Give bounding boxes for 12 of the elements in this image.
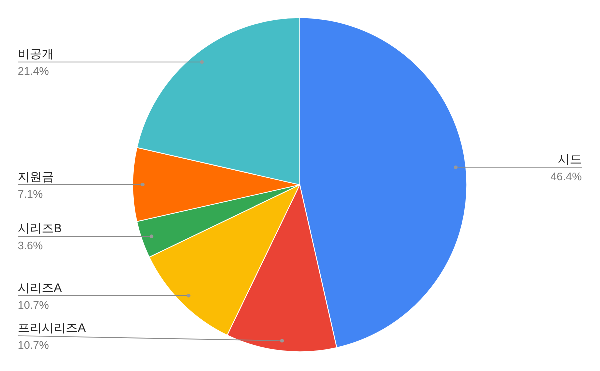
slice-label: 시리즈B xyxy=(18,222,62,236)
data-label: 3.6% xyxy=(18,240,44,253)
data-label: 10.7% xyxy=(18,340,50,352)
slice-label: 비공개 xyxy=(18,47,54,62)
slice-label: 시리즈A xyxy=(18,280,62,295)
data-label: 7.1% xyxy=(18,188,44,201)
slice-label: 프리시리즈A xyxy=(18,321,86,335)
data-label: 21.4% xyxy=(18,66,50,78)
slice-label: 지원금 xyxy=(18,170,54,184)
data-label: 10.7% xyxy=(18,300,50,312)
slice-label: 시드 xyxy=(558,152,582,167)
data-label: 46.4% xyxy=(550,172,582,184)
